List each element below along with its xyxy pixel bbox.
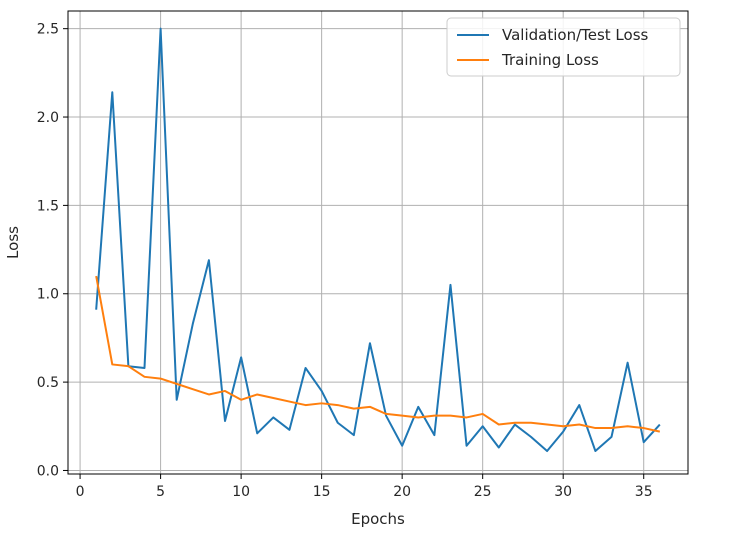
series-lines (95, 27, 661, 453)
y-tick-label: 0.0 (37, 463, 59, 479)
y-tick-label: 2.5 (37, 22, 59, 38)
x-tick-label: 10 (232, 484, 250, 500)
legend-entry: Validation/Test Loss (502, 26, 649, 44)
legend-entry: Training Loss (501, 51, 599, 69)
y-tick-label: 1.5 (37, 198, 59, 214)
y-tick-label: 1.0 (37, 287, 59, 303)
x-tick-label: 25 (474, 484, 492, 500)
y-axis: 0.0 0.5 1.0 1.5 2.0 2.5 (37, 22, 68, 479)
x-axis-label: Epochs (351, 510, 405, 528)
plot-frame (67, 10, 689, 475)
x-tick-label: 5 (156, 484, 165, 500)
y-tick-label: 0.5 (37, 375, 59, 391)
series-line-validation-test-loss (95, 27, 661, 453)
x-tick-label: 15 (313, 484, 331, 500)
x-tick-label: 0 (76, 484, 85, 500)
x-tick-label: 30 (554, 484, 572, 500)
grid (68, 11, 688, 474)
y-axis-label: Loss (4, 226, 22, 259)
legend: Validation/Test Loss Training Loss (446, 17, 681, 77)
legend-box (446, 17, 681, 77)
x-tick-label: 35 (635, 484, 653, 500)
x-tick-label: 20 (393, 484, 411, 500)
series-line-training-loss (95, 275, 661, 433)
x-axis: 0 5 10 15 20 25 30 35 (76, 474, 653, 500)
y-tick-label: 2.0 (37, 110, 59, 126)
